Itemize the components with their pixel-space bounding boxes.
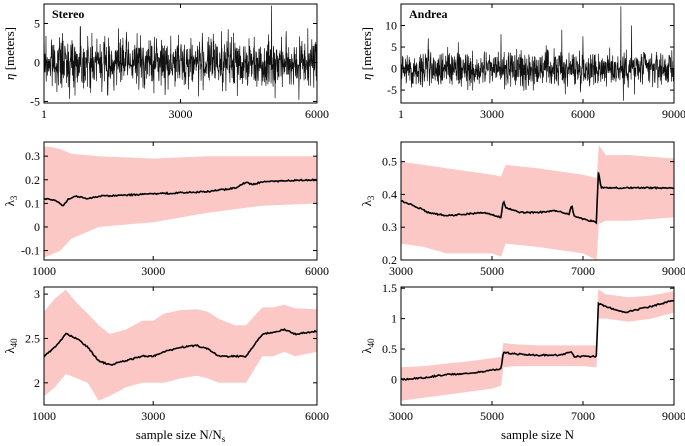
panel-stereo_eta: 1 3000 6000 -5 0 5 Stereo η [meters] <box>2 3 329 121</box>
y-tick-label: 10 <box>385 19 397 33</box>
panel-title: Andrea <box>409 7 447 21</box>
y-tick-label: 0.3 <box>25 149 40 163</box>
y-tick-label: 1 <box>391 312 397 326</box>
plot-area <box>401 289 674 401</box>
panel-title: Stereo <box>52 7 84 21</box>
x-tick-label: 5000 <box>480 264 504 278</box>
plot-area <box>44 289 317 401</box>
confidence-band <box>401 289 674 401</box>
x-axis-label: sample size N/Ns <box>136 427 226 444</box>
x-tick-label: 6000 <box>305 264 329 278</box>
plot-area <box>44 146 317 258</box>
confidence-band <box>44 289 317 401</box>
x-tick-label: 1 <box>41 107 47 121</box>
y-tick-label: 0.3 <box>382 220 397 234</box>
confidence-band <box>401 145 674 260</box>
y-tick-label: 5 <box>391 40 397 54</box>
x-tick-label: 3000 <box>480 107 504 121</box>
y-label-subscript: 3 <box>366 195 376 200</box>
x-tick-label: 5000 <box>480 409 504 423</box>
x-tick-label: 3000 <box>389 409 413 423</box>
y-axis-label: λ3 <box>2 195 19 206</box>
y-label-subscript: 40 <box>9 338 19 348</box>
x-axis-label: sample size N <box>501 427 575 442</box>
y-tick-label: 3 <box>34 287 40 301</box>
x-tick-label: 3000 <box>168 107 192 121</box>
x-tick-label: 6000 <box>305 107 329 121</box>
x-tick-label: 9000 <box>662 264 685 278</box>
mean-line <box>401 172 674 225</box>
y-tick-label: 0.1 <box>25 196 40 210</box>
x-label-subscript: s <box>222 434 226 444</box>
x-tick-label: 1000 <box>32 409 56 423</box>
panel-stereo_lambda40: 1000 3000 6000 2 2.5 3 sample size N/Ns λ40 <box>2 286 329 444</box>
x-tick-label: 6000 <box>305 409 329 423</box>
y-tick-label: 5 <box>34 16 40 30</box>
y-tick-label: 0 <box>34 220 40 234</box>
y-tick-label: -0.1 <box>21 244 40 258</box>
y-axis-label: λ40 <box>359 338 376 354</box>
y-tick-label: 0.2 <box>25 173 40 187</box>
panel-andrea_eta: 1 3000 6000 9000 -5 0 5 10 Andrea η [meters] <box>359 3 685 121</box>
confidence-band <box>44 146 317 258</box>
axes-frame <box>400 141 675 261</box>
y-label-subscript: 40 <box>366 338 376 348</box>
x-tick-label: 6000 <box>571 107 595 121</box>
axes-frame <box>400 3 675 104</box>
y-axis-label: η [meters] <box>2 27 17 80</box>
x-tick-label: 9000 <box>662 409 685 423</box>
y-tick-label: 0 <box>391 372 397 386</box>
x-tick-label: 9000 <box>662 107 685 121</box>
y-tick-label: -5 <box>387 83 397 97</box>
y-tick-label: 0.5 <box>382 155 397 169</box>
y-label-subscript: 3 <box>9 195 19 200</box>
x-tick-label: 7000 <box>571 409 595 423</box>
plot-area <box>401 6 674 101</box>
y-tick-label: -5 <box>30 94 40 108</box>
y-tick-label: 0.2 <box>382 253 397 267</box>
y-label-symbol: η <box>359 74 374 80</box>
x-tick-label: 3000 <box>141 409 165 423</box>
y-tick-label: 0 <box>391 62 397 76</box>
axes-frame <box>43 286 318 406</box>
mean-line <box>401 299 674 381</box>
y-tick-label: 2.5 <box>25 331 40 345</box>
y-tick-label: 0.4 <box>382 187 397 201</box>
plot-area <box>401 145 674 260</box>
y-tick-label: 0 <box>34 55 40 69</box>
y-tick-label: 0.5 <box>382 342 397 356</box>
x-tick-label: 1 <box>398 107 404 121</box>
x-tick-label: 1000 <box>32 264 56 278</box>
y-label-symbol: η <box>2 74 17 80</box>
y-tick-label: 2 <box>34 376 40 390</box>
mean-line <box>44 178 317 207</box>
y-axis-label: λ3 <box>359 195 376 206</box>
mean-line <box>44 327 317 366</box>
axes-frame <box>43 141 318 261</box>
y-tick-label: 1.5 <box>382 281 397 295</box>
plot-area <box>44 5 317 100</box>
panel-andrea_lambda3: 3000 5000 7000 9000 0.2 0.3 0.4 0.5 λ3 <box>359 141 685 278</box>
x-tick-label: 3000 <box>141 264 165 278</box>
panel-andrea_lambda40: 3000 5000 7000 9000 0 0.5 1 1.5 sample size N λ40 <box>359 281 685 442</box>
axes-frame <box>400 286 675 406</box>
panel-stereo_lambda3: 1000 3000 6000 -0.1 0 0.1 0.2 0.3 λ3 <box>2 141 329 278</box>
signal-line <box>44 5 317 100</box>
x-tick-label: 7000 <box>571 264 595 278</box>
y-axis-label: λ40 <box>2 338 19 354</box>
signal-line <box>401 6 674 101</box>
y-axis-label: η [meters] <box>359 27 374 80</box>
x-tick-label: 3000 <box>389 264 413 278</box>
